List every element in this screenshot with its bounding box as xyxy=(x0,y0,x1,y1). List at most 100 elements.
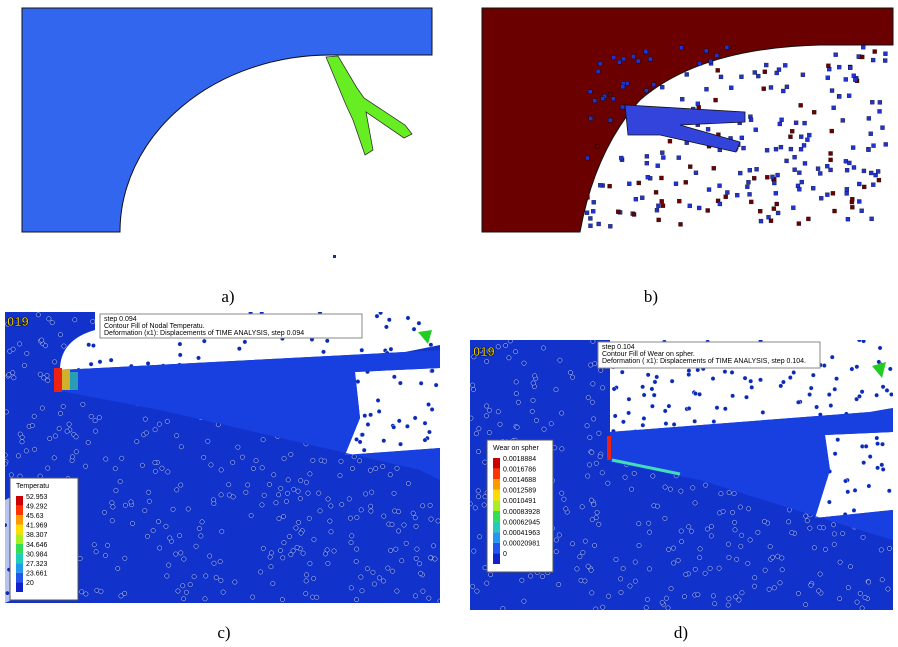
legend-swatch xyxy=(16,534,23,544)
particle xyxy=(837,596,843,602)
particle xyxy=(584,423,590,429)
particle xyxy=(752,583,757,589)
particle xyxy=(17,341,22,347)
particle xyxy=(831,541,837,547)
particle xyxy=(213,575,219,580)
particle xyxy=(325,496,331,502)
particle xyxy=(559,490,565,496)
particle xyxy=(695,101,701,106)
particle xyxy=(276,492,282,498)
particle xyxy=(671,545,676,551)
particle xyxy=(232,579,238,585)
particle xyxy=(598,183,603,188)
particle xyxy=(773,191,778,196)
particle xyxy=(594,510,600,515)
particle xyxy=(236,346,242,352)
legend-swatch xyxy=(493,553,500,564)
particle xyxy=(349,533,355,539)
particle xyxy=(381,513,387,519)
particle xyxy=(664,595,669,601)
particle xyxy=(284,490,290,496)
particle xyxy=(513,349,518,355)
particle xyxy=(393,546,399,552)
particle xyxy=(618,576,623,582)
particle xyxy=(591,209,596,214)
particle xyxy=(396,509,401,515)
particle xyxy=(682,594,687,599)
particle xyxy=(819,196,824,201)
particle xyxy=(655,163,660,168)
particle xyxy=(732,519,737,525)
particle xyxy=(103,553,108,558)
particle xyxy=(875,441,880,447)
legend-swatch xyxy=(16,496,23,506)
particle xyxy=(484,413,489,419)
particle xyxy=(145,533,150,539)
particle xyxy=(93,549,99,555)
particle xyxy=(877,109,882,114)
legend-swatch xyxy=(16,582,23,592)
particle xyxy=(676,155,681,160)
particle xyxy=(77,556,83,561)
legend-label: 45.63 xyxy=(26,513,44,520)
particle xyxy=(307,471,313,477)
particle xyxy=(267,481,272,487)
particle xyxy=(844,191,849,196)
particle xyxy=(866,116,872,121)
particle xyxy=(752,176,757,181)
particle xyxy=(165,469,171,475)
particle xyxy=(834,376,839,382)
particle xyxy=(201,338,207,344)
particle xyxy=(846,93,852,98)
particle xyxy=(862,184,867,190)
particle xyxy=(203,573,209,579)
particle xyxy=(848,65,853,71)
particle xyxy=(307,561,313,566)
particle xyxy=(388,346,394,352)
particle xyxy=(297,496,303,501)
particle xyxy=(631,212,637,217)
particle xyxy=(185,506,191,512)
particle xyxy=(693,170,699,175)
particle xyxy=(413,593,418,599)
particle xyxy=(357,439,363,445)
particle xyxy=(178,550,184,556)
particle xyxy=(365,422,371,427)
particle xyxy=(770,174,775,180)
particle xyxy=(5,452,8,458)
particle xyxy=(339,502,345,507)
particle xyxy=(745,561,751,566)
particle xyxy=(337,473,343,479)
particle xyxy=(91,542,97,548)
particle xyxy=(735,192,740,198)
info-box xyxy=(597,341,821,369)
particle xyxy=(391,490,397,496)
particle xyxy=(798,103,803,108)
particle xyxy=(726,490,732,495)
particle xyxy=(385,565,391,571)
particle xyxy=(799,134,804,139)
particle xyxy=(627,583,633,589)
particle xyxy=(110,504,116,510)
particle xyxy=(288,452,294,457)
particle xyxy=(432,556,438,562)
particle xyxy=(72,317,78,323)
particle xyxy=(802,161,808,166)
particle xyxy=(310,458,316,463)
particle xyxy=(718,491,724,497)
particle xyxy=(152,460,158,465)
particle xyxy=(631,471,637,476)
particle xyxy=(207,553,213,559)
particle xyxy=(370,569,376,575)
particle xyxy=(853,77,858,82)
particle xyxy=(429,407,435,412)
particle xyxy=(591,200,596,205)
particle xyxy=(39,405,45,411)
particle xyxy=(845,585,851,591)
particle xyxy=(364,566,370,572)
legend-label: 0.0010491 xyxy=(503,498,536,505)
tool xyxy=(325,55,413,156)
particle xyxy=(734,556,740,562)
particle xyxy=(431,543,436,549)
particle xyxy=(122,590,128,596)
